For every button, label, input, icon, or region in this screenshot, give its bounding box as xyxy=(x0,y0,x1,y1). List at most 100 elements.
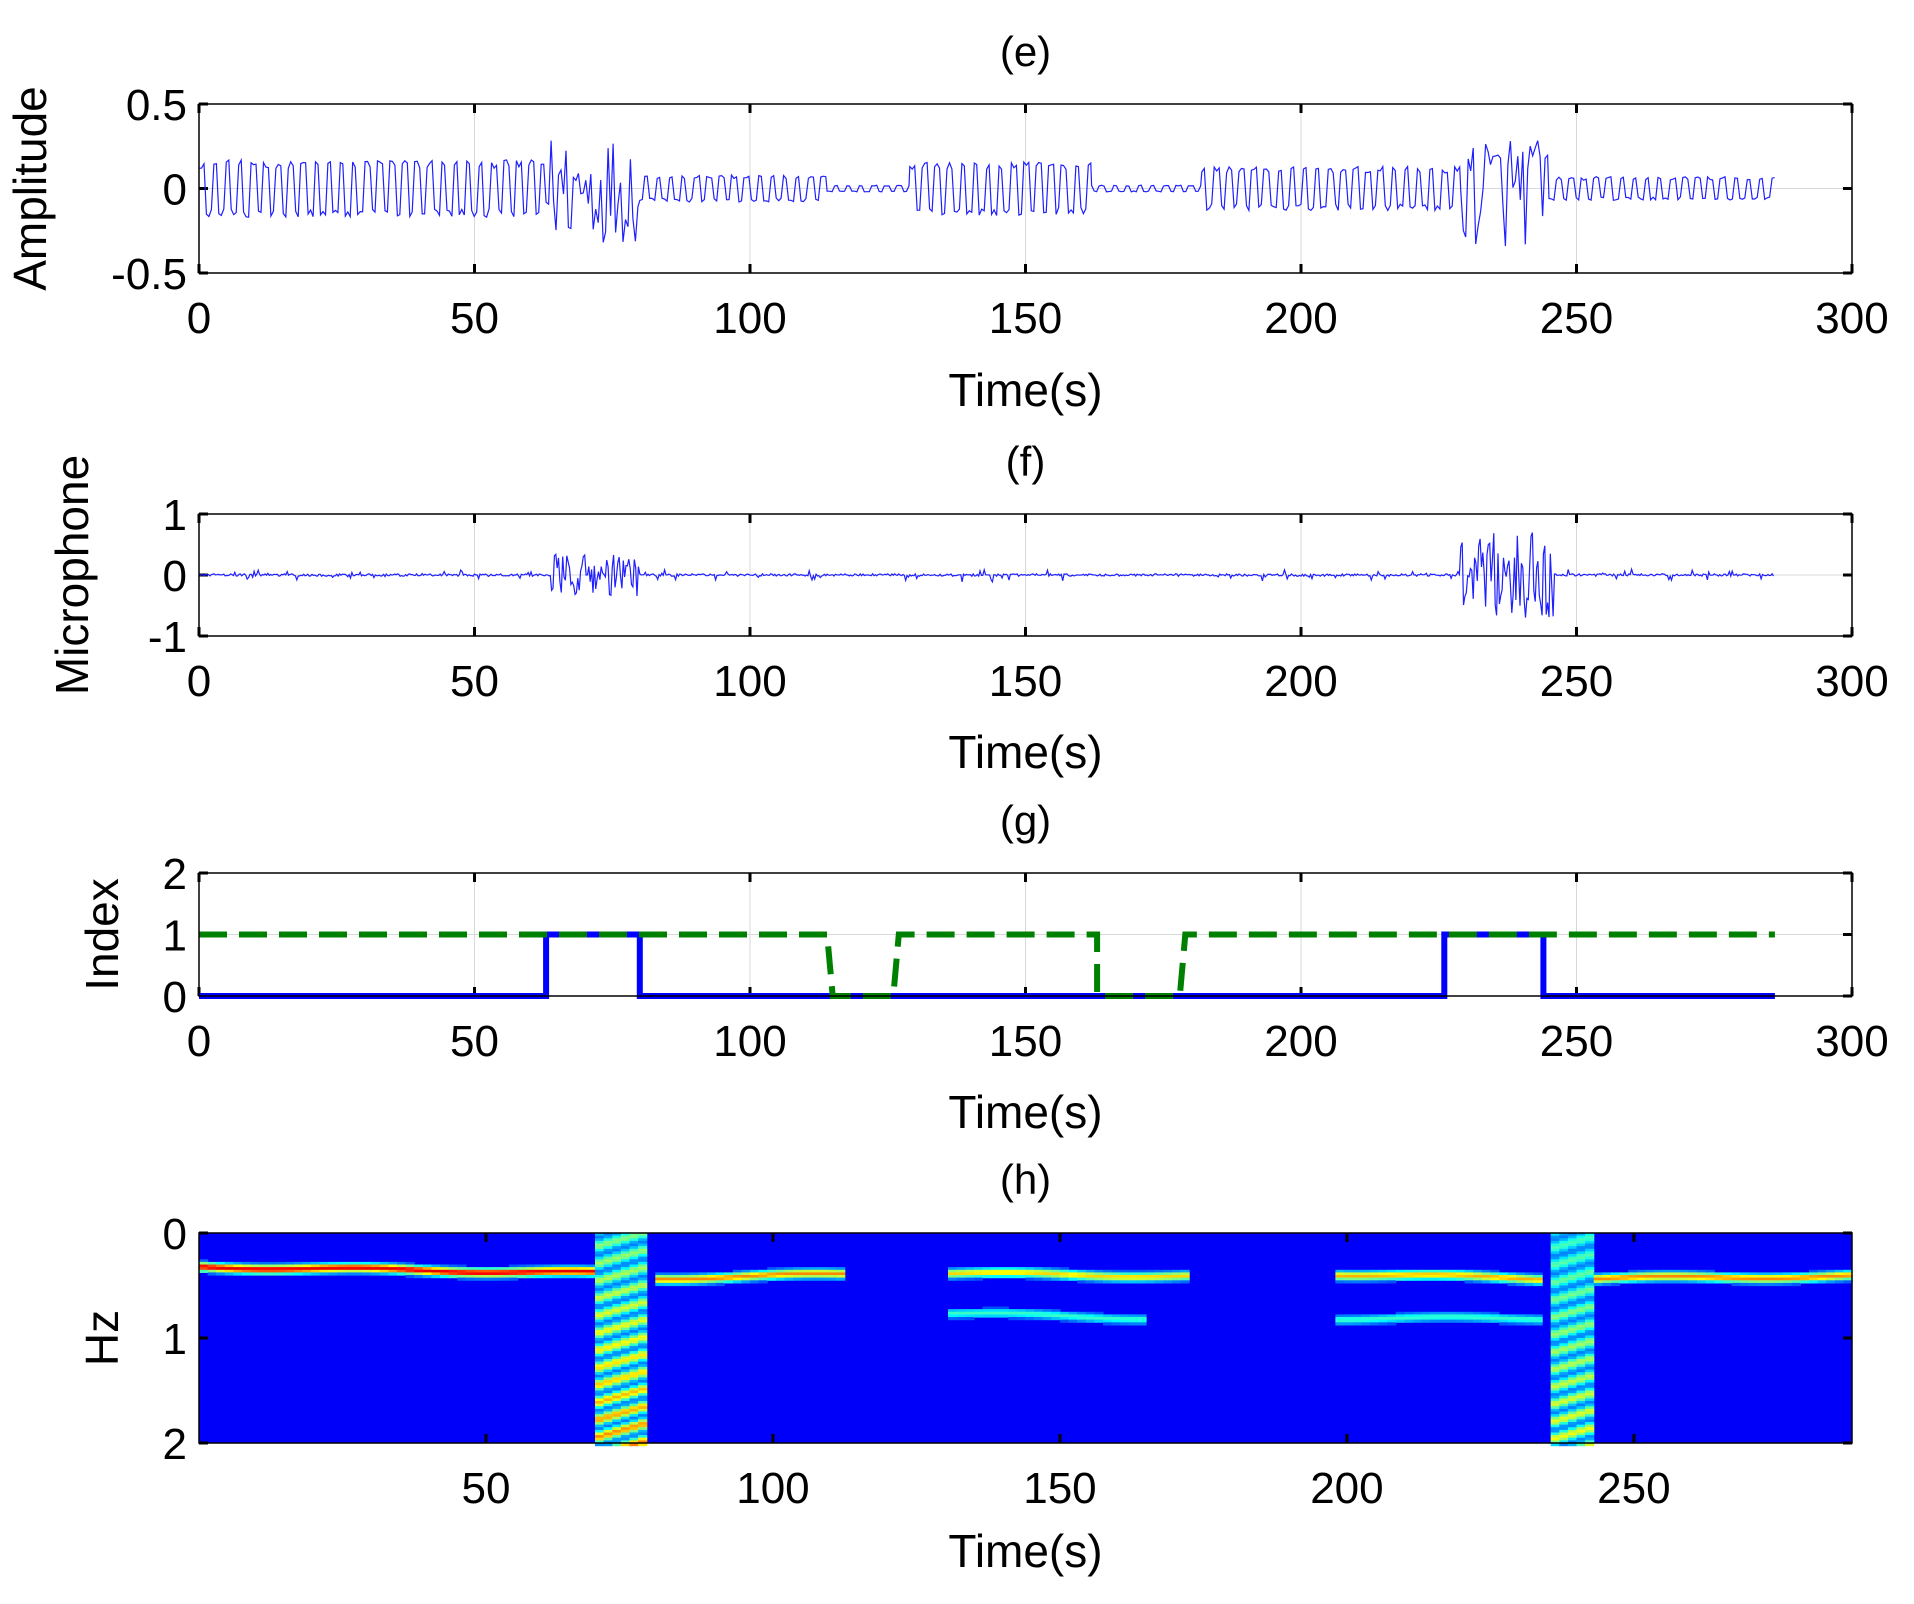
heatmap-cell xyxy=(973,1275,983,1279)
heatmap-cell xyxy=(1576,1256,1586,1260)
heatmap-cell xyxy=(638,1411,648,1415)
heatmap-cell xyxy=(965,1277,975,1281)
heatmap-cell xyxy=(1447,1311,1457,1315)
heatmap-cell xyxy=(345,1267,355,1271)
heatmap-cell xyxy=(603,1348,613,1352)
heatmap-cell xyxy=(707,1272,717,1276)
heatmap-cell xyxy=(1585,1309,1595,1313)
heatmap-cell xyxy=(612,1261,622,1266)
heatmap-cell xyxy=(1550,1422,1560,1426)
heatmap-cell xyxy=(500,1269,510,1273)
heatmap-cell xyxy=(603,1261,613,1266)
heatmap-cell xyxy=(629,1401,639,1405)
heatmap-cell xyxy=(629,1251,639,1255)
heatmap-cell xyxy=(302,1267,312,1271)
heatmap-cell xyxy=(1404,1269,1414,1273)
heatmap-cell xyxy=(1559,1285,1569,1289)
heatmap-cell xyxy=(595,1414,605,1418)
heatmap-cell xyxy=(1137,1269,1147,1273)
y-tick-label: 2 xyxy=(163,850,187,899)
heatmap-cell xyxy=(1008,1317,1018,1321)
heatmap-cell xyxy=(1585,1366,1595,1371)
heatmap-cell xyxy=(1550,1390,1560,1394)
heatmap-cell xyxy=(1137,1314,1147,1318)
heatmap-cell xyxy=(1163,1280,1173,1284)
heatmap-cell xyxy=(1111,1314,1121,1318)
heatmap-cell xyxy=(620,1314,631,1318)
heatmap-cell xyxy=(1559,1422,1569,1426)
heatmap-cell xyxy=(1559,1319,1569,1323)
heatmap-cell xyxy=(1585,1419,1595,1423)
heatmap-cell xyxy=(1567,1327,1578,1331)
heatmap-cell xyxy=(793,1277,803,1281)
heatmap-cell xyxy=(1025,1314,1035,1318)
heatmap-cell xyxy=(1146,1272,1156,1276)
heatmap-cell xyxy=(1576,1246,1586,1250)
x-tick-label: 200 xyxy=(1310,1464,1383,1513)
heatmap-cell xyxy=(629,1248,639,1252)
heatmap-cell xyxy=(1550,1261,1560,1266)
heatmap-cell xyxy=(1154,1272,1164,1276)
heatmap-cell xyxy=(1559,1380,1569,1384)
heatmap-cell xyxy=(595,1259,605,1263)
heatmap-cell xyxy=(1335,1322,1345,1326)
heatmap-cell xyxy=(1576,1343,1586,1347)
heatmap-cell xyxy=(1550,1332,1560,1336)
heatmap-cell xyxy=(1576,1285,1586,1289)
heatmap-cell xyxy=(991,1272,1001,1276)
heatmap-cell xyxy=(1490,1277,1500,1281)
heatmap-cell xyxy=(336,1272,346,1276)
heatmap-cell xyxy=(620,1264,631,1268)
heatmap-cell xyxy=(956,1309,966,1313)
heatmap-cell xyxy=(1550,1248,1560,1252)
heatmap-cell xyxy=(620,1303,631,1308)
heatmap-cell xyxy=(775,1267,785,1271)
heatmap-cell xyxy=(1765,1282,1776,1287)
heatmap-cell xyxy=(1361,1314,1371,1318)
axes-frame xyxy=(198,1232,1853,1444)
heatmap-cell xyxy=(603,1345,613,1350)
heatmap-cell xyxy=(1369,1280,1380,1284)
heatmap-cell xyxy=(414,1269,424,1273)
heatmap-cell xyxy=(620,1335,631,1339)
heatmap-cell xyxy=(818,1267,829,1271)
heatmap-cell xyxy=(319,1261,329,1266)
heatmap-cell xyxy=(638,1261,648,1266)
heatmap-cell xyxy=(1481,1311,1491,1315)
heatmap-cell xyxy=(310,1264,321,1268)
heatmap-cell xyxy=(1473,1314,1483,1318)
heatmap-cell xyxy=(1016,1267,1027,1271)
heatmap-cell xyxy=(1128,1314,1138,1318)
heatmap-cell xyxy=(629,1380,639,1384)
heatmap-cell xyxy=(612,1437,622,1441)
heatmap-cell xyxy=(629,1390,639,1394)
heatmap-cell xyxy=(1137,1319,1147,1323)
x-tick-label: 300 xyxy=(1815,657,1888,706)
heatmap-cell xyxy=(956,1277,966,1281)
heatmap-cell xyxy=(199,1264,209,1268)
heatmap-cell xyxy=(1344,1314,1354,1318)
heatmap-cell xyxy=(732,1269,742,1273)
heatmap-cell xyxy=(1628,1277,1638,1281)
heatmap-cell xyxy=(1559,1348,1569,1352)
heatmap-cell xyxy=(1034,1314,1044,1318)
heatmap-cell xyxy=(629,1416,639,1420)
heatmap-cell xyxy=(655,1282,665,1287)
heatmap-cell xyxy=(595,1356,605,1360)
heatmap-cell xyxy=(199,1261,209,1266)
heatmap-cell xyxy=(1585,1277,1595,1281)
heatmap-cell xyxy=(629,1277,639,1281)
heatmap-cell xyxy=(1137,1280,1147,1284)
heatmap-cell xyxy=(1576,1254,1586,1258)
heatmap-cell xyxy=(1826,1277,1836,1281)
heatmap-cell xyxy=(1809,1272,1819,1276)
heatmap-cell xyxy=(1559,1414,1569,1418)
heatmap-cell xyxy=(491,1275,501,1279)
heatmap-cell xyxy=(405,1269,415,1273)
heatmap-cell xyxy=(1499,1272,1509,1276)
heatmap-cell xyxy=(285,1269,295,1273)
heatmap-cell xyxy=(1567,1256,1578,1260)
heatmap-cell xyxy=(1344,1269,1354,1273)
heatmap-cell xyxy=(1464,1269,1474,1273)
heatmap-cell xyxy=(595,1285,605,1289)
